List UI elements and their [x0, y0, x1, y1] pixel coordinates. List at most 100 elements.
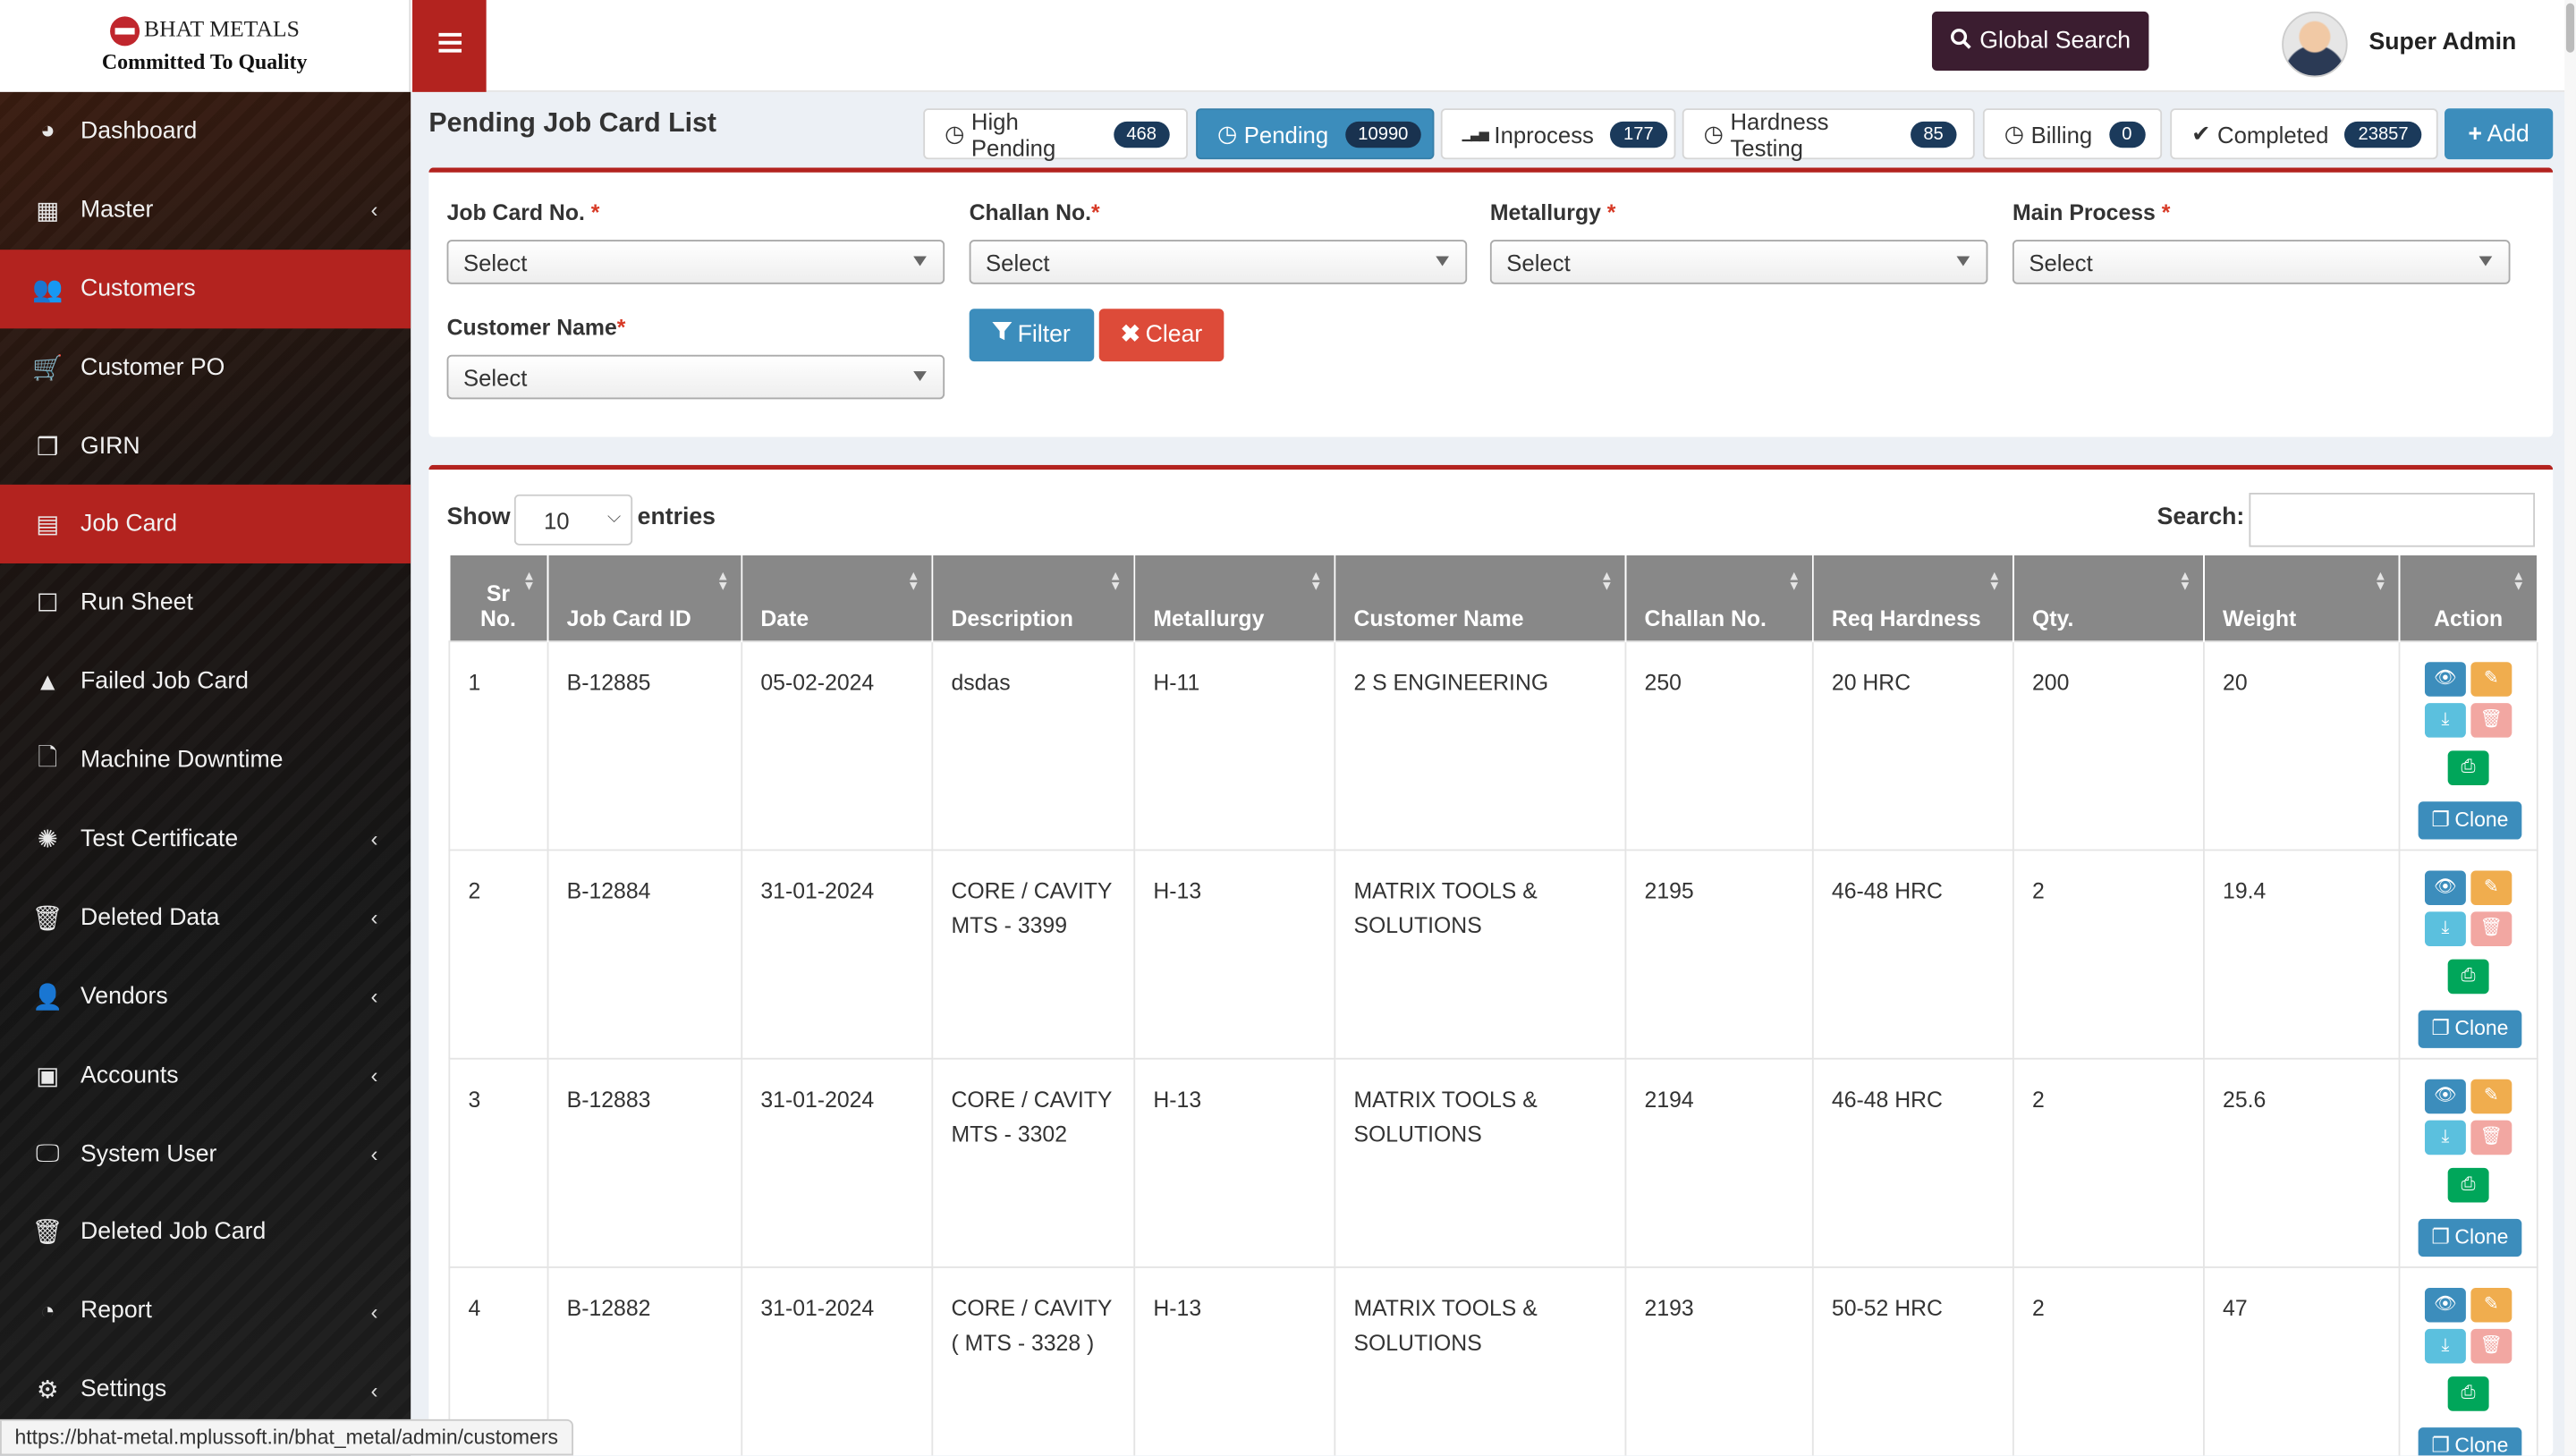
tab-pending[interactable]: ◷ Pending 10990: [1196, 108, 1435, 160]
challan-no-select[interactable]: Select: [969, 240, 1468, 284]
count-badge: 468: [1113, 120, 1170, 148]
sidebar-item-failed-job-card[interactable]: ▲ Failed Job Card: [0, 643, 411, 722]
search-icon: [1950, 27, 1971, 55]
sidebar-item-settings[interactable]: ⚙ Settings ‹: [0, 1350, 411, 1429]
sort-icon: ▲ ▼: [716, 568, 730, 594]
clear-button[interactable]: ✖ Clear: [1098, 309, 1224, 362]
cell-challan: 250: [1624, 639, 1814, 851]
download-button[interactable]: ⤓: [2424, 910, 2466, 946]
sidebar-item-girn[interactable]: ❒ GIRN: [0, 407, 411, 486]
cell-job-card-id: B-12883: [547, 1056, 743, 1268]
delete-button[interactable]: 🗑: [2470, 1119, 2512, 1155]
table-row: 3 B-12883 31-01-2024 CORE / CAVITY MTS - 33…: [448, 1056, 2538, 1268]
column-header-action[interactable]: Action ▲ ▼: [2399, 554, 2538, 641]
column-header-sr-no[interactable]: Sr No. ▲ ▼: [449, 554, 549, 641]
sidebar-item-master[interactable]: ▦ Master ‹: [0, 171, 411, 250]
challan-no-label-text: Challan No.: [969, 200, 1092, 225]
clone-button[interactable]: ❐ Clone: [2418, 800, 2522, 839]
sidebar-item-run-sheet[interactable]: ☐ Run Sheet: [0, 564, 411, 643]
cell-weight: 20: [2203, 639, 2401, 851]
user-name[interactable]: Super Admin: [2368, 30, 2517, 56]
brand-logo[interactable]: BHAT METALS Committed To Quality: [0, 0, 411, 92]
user-avatar[interactable]: [2282, 11, 2348, 78]
sidebar-item-accounts[interactable]: ▣ Accounts ‹: [0, 1036, 411, 1114]
column-header-weight[interactable]: Weight ▲ ▼: [2203, 554, 2401, 641]
column-header-metallurgy[interactable]: Metallurgy ▲ ▼: [1134, 554, 1336, 641]
customer-name-select[interactable]: Select: [446, 354, 945, 400]
show-label: Show: [446, 504, 511, 531]
column-header-req-hardness[interactable]: Req Hardness ▲ ▼: [1812, 554, 2014, 641]
clone-button[interactable]: ❐ Clone: [2418, 1426, 2522, 1456]
column-header-customer-name[interactable]: Customer Name ▲ ▼: [1335, 554, 1627, 641]
delete-button[interactable]: 🗑: [2470, 702, 2512, 737]
cell-actions: 👁 ✎ ⤓ 🗑 ⎙ ❐ Clone: [2398, 848, 2538, 1059]
tab-inprocess[interactable]: ▁▃▅ Inprocess 177: [1440, 108, 1676, 160]
entries-per-page-select[interactable]: 10 ⌵: [513, 494, 633, 546]
edit-button[interactable]: ✎: [2470, 869, 2512, 905]
chevron-left-icon: ‹: [370, 984, 378, 1010]
sidebar-item-job-card[interactable]: ▤ Job Card: [0, 485, 411, 564]
warning-icon: ▲: [35, 667, 60, 697]
sidebar-item-deleted-job-card[interactable]: 🗑 Deleted Job Card: [0, 1193, 411, 1272]
sidebar-toggle-button[interactable]: [412, 0, 487, 92]
column-header-description[interactable]: Description ▲ ▼: [932, 554, 1136, 641]
filter-button[interactable]: Filter: [969, 309, 1095, 362]
job-card-no-select[interactable]: Select: [446, 240, 945, 284]
count-badge: 0: [2108, 120, 2146, 148]
sidebar-item-machine-downtime[interactable]: 🗋 Machine Downtime: [0, 722, 411, 800]
clock-icon: ◷: [945, 120, 965, 147]
add-job-card-button[interactable]: + Add: [2445, 108, 2554, 160]
tab-hardness-testing[interactable]: ◷ Hardness Testing 85: [1682, 107, 1975, 160]
tab-billing[interactable]: ◷ Billing 0: [1982, 108, 2163, 160]
global-search-button[interactable]: Global Search: [1931, 11, 2149, 71]
sort-icon: ▲ ▼: [1600, 568, 1614, 594]
count-badge: 85: [1910, 120, 1957, 148]
column-header-job-card-id[interactable]: Job Card ID ▲ ▼: [547, 554, 743, 641]
column-header-date[interactable]: Date ▲ ▼: [741, 554, 934, 641]
count-badge: 23857: [2344, 120, 2422, 148]
clone-button[interactable]: ❐ Clone: [2418, 1217, 2522, 1257]
print-button[interactable]: ⎙: [2447, 1166, 2489, 1202]
delete-button[interactable]: 🗑: [2470, 1327, 2512, 1363]
edit-button[interactable]: ✎: [2470, 661, 2512, 696]
clone-button[interactable]: ❐ Clone: [2418, 1009, 2522, 1047]
sidebar-item-dashboard[interactable]: ◕ Dashboard: [0, 92, 411, 171]
print-button[interactable]: ⎙: [2447, 749, 2489, 785]
edit-button[interactable]: ✎: [2470, 1078, 2512, 1113]
cell-metallurgy: H-13: [1133, 1056, 1336, 1268]
column-header-qty[interactable]: Qty. ▲ ▼: [2012, 554, 2205, 641]
column-header-label: Metallurgy: [1153, 605, 1265, 631]
sidebar-item-vendors[interactable]: 👤 Vendors ‹: [0, 957, 411, 1036]
edit-button[interactable]: ✎: [2470, 1287, 2512, 1322]
download-button[interactable]: ⤓: [2424, 702, 2466, 737]
metallurgy-select[interactable]: Select: [1489, 240, 1988, 284]
tab-completed[interactable]: ✔ Completed 23857: [2170, 108, 2438, 160]
view-button[interactable]: 👁: [2424, 1287, 2466, 1322]
view-button[interactable]: 👁: [2424, 869, 2466, 905]
page-scrollbar[interactable]: [2564, 0, 2576, 1456]
print-button[interactable]: ⎙: [2447, 1376, 2489, 1410]
delete-button[interactable]: 🗑: [2470, 910, 2512, 946]
column-header-label: Job Card ID: [566, 605, 691, 631]
view-button[interactable]: 👁: [2424, 1078, 2466, 1113]
scrollbar-thumb[interactable]: [2565, 3, 2575, 53]
sidebar-item-customers[interactable]: 👥 Customers: [0, 249, 411, 328]
sidebar-item-test-certificate[interactable]: ✺ Test Certificate ‹: [0, 800, 411, 879]
download-button[interactable]: ⤓: [2424, 1327, 2466, 1363]
action-row: ⤓ 🗑: [2419, 910, 2519, 946]
view-button[interactable]: 👁: [2424, 661, 2466, 696]
table-search-input[interactable]: [2249, 493, 2536, 547]
cell-date: 31-01-2024: [741, 848, 934, 1059]
sidebar-item-report[interactable]: ◔ Report ‹: [0, 1272, 411, 1350]
sidebar-item-deleted-data[interactable]: 🗑 Deleted Data ‹: [0, 878, 411, 957]
cubes-icon: ❒: [36, 432, 59, 461]
main-process-label-text: Main Process: [2012, 200, 2156, 225]
main-process-select[interactable]: Select: [2012, 240, 2511, 284]
download-button[interactable]: ⤓: [2424, 1119, 2466, 1155]
print-button[interactable]: ⎙: [2447, 958, 2489, 994]
column-header-challan-no[interactable]: Challan No. ▲ ▼: [1625, 554, 1814, 641]
tab-high-pending[interactable]: ◷ High Pending 468: [923, 107, 1188, 160]
sidebar-item-system-user[interactable]: 🖵 System User ‹: [0, 1114, 411, 1193]
table-row: 2 B-12884 31-01-2024 CORE / CAVITY MTS - 33…: [448, 848, 2538, 1059]
sidebar-item-customer-po[interactable]: 🛒 Customer PO: [0, 328, 411, 407]
